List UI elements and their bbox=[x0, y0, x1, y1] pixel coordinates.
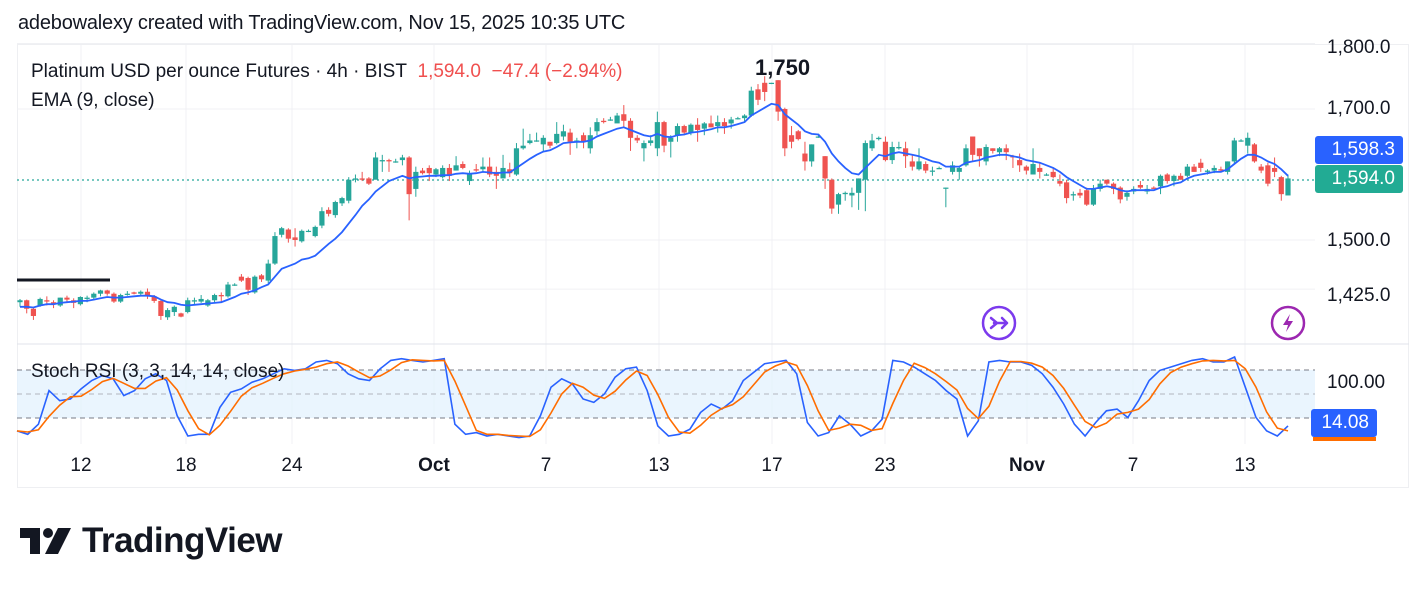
lightning-event-icon[interactable] bbox=[1270, 305, 1306, 341]
stoch-legend[interactable]: Stoch RSI (3, 3, 14, 14, close) bbox=[31, 361, 285, 382]
stoch-d-tag bbox=[1313, 437, 1376, 441]
tradingview-logo-icon bbox=[20, 528, 71, 554]
time-label: 7 bbox=[540, 455, 552, 476]
time-label: 17 bbox=[761, 455, 783, 476]
time-label: 24 bbox=[281, 455, 303, 476]
symbol-legend[interactable]: Platinum USD per ounce Futures · 4h · BI… bbox=[31, 61, 622, 83]
time-label: 23 bbox=[874, 455, 896, 476]
chart-frame bbox=[17, 44, 1409, 488]
price-label-1800: 1,800.0 bbox=[1327, 37, 1391, 58]
stoch-label-100: 100.00 bbox=[1327, 372, 1386, 393]
ema-price-tag: 1,598.3 bbox=[1315, 136, 1403, 164]
price-label-1425: 1,425.0 bbox=[1327, 285, 1391, 306]
time-label: 13 bbox=[648, 455, 670, 476]
tradingview-logo[interactable]: TradingView bbox=[20, 521, 283, 561]
chart-credit: adebowalexy created with TradingView.com… bbox=[18, 12, 626, 34]
peak-annotation: 1,750 bbox=[755, 55, 811, 80]
tradingview-logo-text: TradingView bbox=[82, 521, 283, 560]
time-label: Oct bbox=[418, 455, 450, 476]
time-label: 12 bbox=[70, 455, 92, 476]
time-label: 13 bbox=[1234, 455, 1256, 476]
dividends-event-icon[interactable] bbox=[981, 305, 1017, 341]
time-label: 7 bbox=[1127, 455, 1139, 476]
price-change: −47.4 (−2.94%) bbox=[491, 61, 623, 82]
price-label-1500: 1,500.0 bbox=[1327, 230, 1391, 251]
ema-legend[interactable]: EMA (9, close) bbox=[31, 90, 155, 111]
stoch-value-tag: 14.08 bbox=[1311, 409, 1377, 437]
time-label: 18 bbox=[175, 455, 197, 476]
last-price-tag: 1,594.0 bbox=[1315, 165, 1403, 193]
candlestick-series bbox=[17, 76, 1291, 320]
time-label: Nov bbox=[1009, 455, 1045, 476]
stoch-d-line bbox=[16, 358, 1289, 438]
stoch-k-line bbox=[16, 355, 1289, 439]
ema-line bbox=[20, 102, 1289, 309]
price-label-1700: 1,700.0 bbox=[1327, 98, 1391, 119]
symbol-title: Platinum USD per ounce Futures · 4h · BI… bbox=[31, 61, 407, 82]
last-price: 1,594.0 bbox=[417, 61, 481, 82]
